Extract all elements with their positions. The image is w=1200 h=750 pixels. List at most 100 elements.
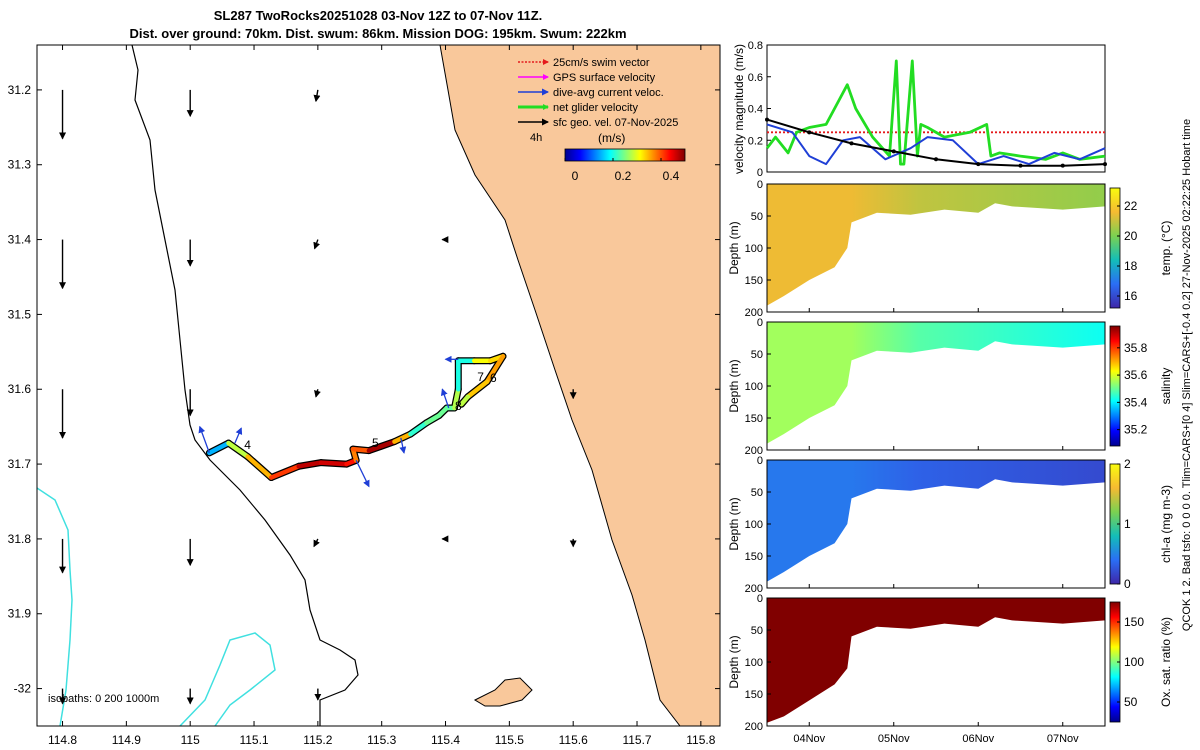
map-xtick-label: 115.7: [622, 733, 651, 747]
isobath-0m: [131, 45, 359, 726]
depth-section-salinity: 0 50 100 150 200 Depth (m) 35.2 35.4 35.6 35.8 sal…: [727, 317, 1173, 457]
depth-section-oxygen: 0 50 100 150 200 Depth (m) 50 100 150 Ox. sat. ra…: [727, 593, 1173, 733]
depth-section-temperature: 0 50 100 150 200 Depth (m) 16 18 20 22 temp. (°C): [727, 179, 1173, 319]
map-panel: 114.8 114.9 115 115.1 115.2 115.3 115.4 115.5 11…: [8, 44, 721, 747]
track-segment: [350, 446, 372, 453]
section-ytick-label: 200: [745, 307, 763, 319]
colorbar-tick-label: 0.2: [615, 169, 632, 183]
velocity-ylabel: velocity magnitude (m/s): [732, 44, 746, 174]
day-label: 4: [244, 438, 251, 452]
section-ytick-label: 50: [751, 211, 763, 223]
current-arrow: [440, 388, 450, 409]
section-ytick-label: 50: [751, 487, 763, 499]
chart-title-line1: SL287 TwoRocks20251028 03-Nov 12Z to 07-…: [214, 8, 543, 23]
track-segment: [207, 440, 231, 456]
section-fill: [767, 322, 1105, 444]
velocity-axes: 0 0.2 0.4 0.6 0.8: [748, 40, 771, 179]
section-ytick-label: 50: [751, 625, 763, 637]
track-segment: [366, 439, 397, 453]
map-xtick-label: 115.6: [559, 733, 588, 747]
velocity-point: [1018, 163, 1023, 168]
map-ytick-label: 31.7: [8, 457, 32, 471]
isobath-1000m: [179, 632, 276, 726]
map-ytick-label: 31.5: [8, 307, 32, 321]
velocity-ytick-label: 0.4: [748, 104, 763, 116]
map-ytick-label: 31.8: [8, 532, 32, 546]
section-fill: [767, 460, 1105, 582]
velocity-ytick-label: 0: [757, 167, 763, 179]
section-ylabel: Depth (m): [727, 635, 741, 688]
track-segment: [484, 354, 506, 385]
colorbar-tick-label: 16: [1124, 289, 1138, 303]
velocity-series: [765, 59, 1107, 168]
track-segment: [465, 379, 490, 399]
section-ytick-label: 0: [757, 455, 763, 467]
colorbar-tick-label: 100: [1124, 655, 1144, 669]
velocity-series-line: [766, 123, 1106, 166]
track-segment: [392, 431, 413, 444]
section-ytick-label: 0: [757, 179, 763, 191]
velocity-point: [891, 149, 896, 154]
colorbar-label: temp. (°C): [1159, 221, 1173, 276]
section-ylabel: Depth (m): [727, 497, 741, 550]
velocity-ytick-label: 0.2: [748, 135, 763, 147]
section-ytick-label: 0: [757, 593, 763, 605]
isobath-200m: [37, 487, 73, 726]
velocity-point: [976, 162, 981, 167]
section-colorbar: [1109, 187, 1121, 309]
legend-gps-label: GPS surface velocity: [553, 72, 656, 84]
map-ytick-label: 31.6: [8, 382, 32, 396]
date-tick-label: 05Nov: [878, 733, 910, 745]
track-segment: [424, 413, 442, 426]
legend-swim-label: 25cm/s swim vector: [553, 57, 650, 69]
section-ytick-label: 150: [745, 551, 763, 563]
track-segment: [459, 394, 471, 407]
track-segment: [245, 454, 274, 480]
land-mass: [440, 45, 720, 726]
section-colorbar: [1109, 325, 1121, 447]
colorbar-tick-label: 0: [1124, 577, 1131, 591]
chart-title-line2: Dist. over ground: 70km. Dist. swum: 86k…: [129, 26, 626, 41]
track-segment: [269, 464, 301, 480]
colorbar-tick-label: 35.8: [1124, 341, 1148, 355]
day-label: 5: [372, 436, 379, 450]
colorbar-tick-label: 22: [1124, 199, 1138, 213]
colorbar-unit-label: (m/s): [598, 131, 625, 145]
geo-velocity-arrow: [313, 89, 321, 103]
section-ytick-label: 150: [745, 689, 763, 701]
colorbar-label: Ox. sat. ratio (%): [1159, 617, 1173, 707]
map-frame: [36, 44, 721, 727]
map-legend: 25cm/s swim vector GPS surface velocity …: [518, 57, 686, 183]
colorbar-tick-label: 20: [1124, 229, 1138, 243]
colorbar-tick-label: 35.6: [1124, 368, 1148, 382]
velocity-point: [1103, 162, 1107, 167]
date-tick-label: 07Nov: [1047, 733, 1079, 745]
map-xtick-label: 115.2: [303, 733, 332, 747]
section-ytick-label: 100: [745, 243, 763, 255]
colorbar-tick-label: 50: [1124, 695, 1138, 709]
map-axes: 114.8 114.9 115 115.1 115.2 115.3 115.4 115.5 11…: [8, 45, 720, 747]
date-tick-label: 06Nov: [962, 733, 994, 745]
depth-section-chla: 0 50 100 150 200 Depth (m) 0 1 2 chl-a (mg m-3): [727, 455, 1173, 595]
section-ytick-label: 100: [745, 657, 763, 669]
section-ytick-label: 150: [745, 275, 763, 287]
coastline: [439, 45, 681, 726]
current-arrow: [234, 427, 243, 444]
track-segment: [296, 460, 324, 469]
date-tick-label: 04Nov: [793, 733, 825, 745]
section-ytick-label: 200: [745, 721, 763, 733]
map-ytick-label: 31.3: [8, 158, 32, 172]
map-ytick-label: 31.2: [8, 83, 32, 97]
geo-velocity-arrow: [313, 239, 320, 250]
colorbar-label: salinity: [1159, 368, 1173, 405]
isobath-label: isobaths: 0 200 1000m: [48, 693, 159, 705]
velocity-point: [849, 141, 854, 146]
colorbar-tick-label: 35.2: [1124, 423, 1148, 437]
section-fill: [767, 598, 1105, 723]
velocity-ytick-label: 0.8: [748, 40, 763, 52]
current-arrow: [355, 460, 370, 488]
section-ylabel: Depth (m): [727, 221, 741, 274]
colorbar-tick-label: 35.4: [1124, 395, 1148, 409]
current-arrow: [198, 425, 210, 454]
